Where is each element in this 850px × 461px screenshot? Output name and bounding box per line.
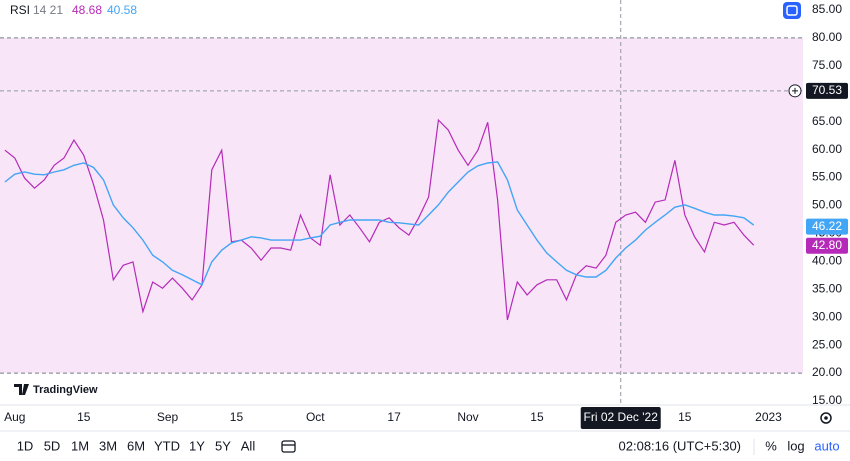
x-tick-label: 2023: [755, 410, 782, 424]
crosshair-date-box: [580, 407, 661, 429]
y-tick-label: 55.00: [812, 170, 842, 184]
y-tick-label: 75.00: [812, 58, 842, 72]
y-tick-label: 80.00: [812, 30, 842, 44]
x-tick-label: Aug: [4, 410, 25, 424]
y-tick-label: 20.00: [812, 365, 842, 379]
y-tick-label: 30.00: [812, 309, 842, 323]
last-value-box: [806, 218, 848, 235]
indicator-params: 14 21: [33, 3, 63, 17]
scale-option[interactable]: auto: [814, 438, 839, 453]
header-value: 48.68: [72, 3, 102, 17]
range-button[interactable]: 5D: [44, 438, 61, 453]
range-button[interactable]: 1Y: [189, 438, 205, 453]
range-button[interactable]: 6M: [127, 438, 145, 453]
band: [0, 37, 803, 374]
last-value-label: 42.80: [812, 238, 842, 252]
screenshot-button[interactable]: [783, 2, 801, 19]
x-tick-label: Oct: [306, 410, 325, 424]
crosshair-value-label: 70.53: [812, 83, 842, 97]
scale-option[interactable]: %: [765, 438, 777, 453]
crosshair-date-label: Fri 02 Dec '22: [584, 410, 659, 424]
x-axis: Aug 15 Sep 15 Oct 17 Nov 15 15 2023 Fri 02 Dec '22: [4, 407, 782, 429]
x-tick-label: 15: [530, 410, 544, 424]
y-tick-label: 50.00: [812, 198, 842, 212]
x-tick-label: 15: [77, 410, 91, 424]
plot-area: [0, 0, 803, 405]
indicator-name: RSI: [10, 3, 30, 17]
y-tick-label: 25.00: [812, 337, 842, 351]
y-tick-label: 40.00: [812, 254, 842, 268]
icon: [792, 87, 798, 94]
x-tick-label: 15: [678, 410, 692, 424]
y-tick-label: 35.00: [812, 281, 842, 295]
y-tick-label: 65.00: [812, 114, 842, 128]
range-button[interactable]: YTD: [154, 438, 180, 453]
range-button[interactable]: 1D: [17, 438, 34, 453]
range-button[interactable]: 3M: [99, 438, 117, 453]
logo-text: TradingView: [33, 384, 98, 396]
header-value: 40.58: [107, 3, 137, 17]
logo-box: [8, 379, 96, 399]
x-tick-label: 17: [387, 410, 401, 424]
scale-option[interactable]: log: [787, 438, 804, 453]
x-tick-label: 15: [230, 410, 244, 424]
settings-button[interactable]: [820, 412, 832, 424]
y-tick-label: 85.00: [812, 2, 842, 16]
last-value-label: 46.22: [812, 219, 842, 233]
y-tick-label: 60.00: [812, 142, 842, 156]
toolbar: 1D 5D 1M 3M 6M YTD 1Y 5Y All 02:08:16 (UTC+5:30)%…: [17, 438, 840, 455]
crosshair-value-box: [806, 82, 848, 99]
icon: [786, 5, 798, 16]
range-button[interactable]: 5Y: [215, 438, 231, 453]
icon: [824, 416, 828, 420]
series-line: [4, 118, 755, 321]
x-tick-label: Nov: [457, 410, 478, 424]
range-button[interactable]: 1M: [71, 438, 89, 453]
y-axis: 15.0020.0025.0030.0035.0040.0045.0050.00…: [788, 2, 848, 407]
last-value-box: [806, 237, 848, 254]
date-range-button[interactable]: [281, 440, 296, 453]
logo-icon: [14, 384, 29, 395]
y-tick-label: 15.00: [812, 393, 842, 407]
series-line: [4, 161, 755, 286]
clock: 02:08:16 (UTC+5:30): [619, 438, 741, 453]
range-button[interactable]: All: [241, 438, 256, 453]
x-tick-label: Sep: [157, 410, 179, 424]
